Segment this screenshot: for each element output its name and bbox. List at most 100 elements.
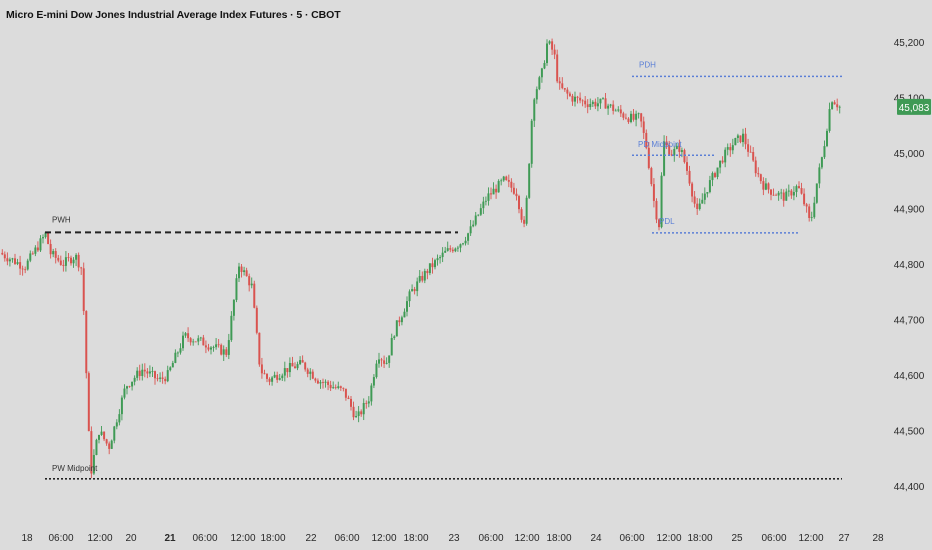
candle-body bbox=[403, 311, 406, 318]
x-tick-label: 20 bbox=[125, 533, 137, 544]
candle-body bbox=[757, 173, 760, 175]
candle-body bbox=[561, 83, 564, 89]
x-tick-label: 25 bbox=[731, 533, 743, 544]
candle-body bbox=[673, 148, 676, 156]
candle-body bbox=[810, 217, 813, 219]
candle-body bbox=[754, 160, 757, 174]
candle-body bbox=[337, 386, 340, 388]
candle-body bbox=[772, 194, 775, 196]
candle-body bbox=[250, 283, 253, 286]
chart-title: Micro E-mini Dow Jones Industrial Averag… bbox=[6, 9, 341, 21]
candle-body bbox=[785, 191, 788, 201]
candle-body bbox=[581, 100, 584, 102]
candle-body bbox=[428, 263, 431, 274]
candle-body bbox=[604, 98, 607, 109]
candle-body bbox=[26, 260, 29, 270]
candle-body bbox=[813, 202, 816, 218]
candle-body bbox=[3, 254, 6, 259]
x-tick-label: 12:00 bbox=[230, 533, 255, 544]
candle-body bbox=[194, 341, 197, 343]
candle-body bbox=[815, 183, 818, 203]
candle-body bbox=[533, 99, 536, 121]
candle-body bbox=[777, 192, 780, 196]
candle-body bbox=[650, 168, 653, 185]
candle-body bbox=[652, 184, 655, 201]
x-tick-label: 12:00 bbox=[798, 533, 823, 544]
candle-body bbox=[787, 190, 790, 192]
candle-body bbox=[113, 426, 116, 441]
candle-body bbox=[655, 200, 658, 220]
candle-body bbox=[803, 193, 806, 205]
candle-body bbox=[334, 387, 337, 389]
candle-body bbox=[31, 253, 34, 255]
candle-body bbox=[339, 386, 342, 388]
candle-body bbox=[260, 364, 263, 374]
candle-body bbox=[614, 110, 617, 112]
candle-body bbox=[818, 167, 821, 184]
candle-body bbox=[294, 366, 296, 369]
candle-body bbox=[579, 97, 582, 101]
candle-body bbox=[240, 266, 243, 273]
candle-body bbox=[820, 157, 823, 168]
candle-body bbox=[736, 135, 739, 138]
x-tick-label: 06:00 bbox=[48, 533, 73, 544]
candle-body bbox=[143, 369, 146, 372]
candle-body bbox=[393, 336, 396, 339]
candle-body bbox=[441, 252, 444, 258]
candle-body bbox=[800, 188, 803, 194]
candle-body bbox=[199, 337, 202, 339]
candle-body bbox=[490, 193, 492, 195]
x-tick-label: 12:00 bbox=[371, 533, 396, 544]
levels-layer: PWH PW Midpoint PDH PD Midpoint PDL bbox=[45, 60, 842, 480]
candle-body bbox=[184, 333, 187, 336]
candle-body bbox=[546, 43, 548, 64]
candle-body bbox=[645, 132, 648, 148]
candle-body bbox=[535, 89, 538, 100]
candle-body bbox=[413, 289, 416, 292]
candle-body bbox=[696, 203, 699, 210]
candle-body bbox=[647, 147, 650, 169]
candle-body bbox=[551, 41, 554, 50]
candle-body bbox=[724, 149, 727, 163]
candle-body bbox=[456, 247, 459, 249]
candle-body bbox=[278, 378, 281, 380]
candle-body bbox=[510, 181, 513, 188]
candle-body bbox=[329, 384, 332, 389]
candle-body bbox=[553, 49, 556, 55]
candle-body bbox=[434, 260, 436, 268]
candle-body bbox=[263, 373, 266, 375]
candle-body bbox=[1, 252, 4, 255]
x-axis: 18 06:00 12:00 20 21 06:00 12:00 18:00 22 06:00 12… bbox=[21, 533, 884, 544]
candle-body bbox=[388, 355, 391, 363]
candle-body bbox=[258, 332, 261, 365]
candle-body bbox=[235, 278, 238, 300]
candle-body bbox=[268, 378, 271, 382]
candle-body bbox=[759, 174, 762, 182]
candle-body bbox=[416, 281, 419, 292]
candle-body bbox=[482, 201, 485, 209]
y-tick-label: 44,800 bbox=[894, 260, 925, 271]
candle-body bbox=[6, 258, 9, 262]
candle-body bbox=[711, 173, 714, 181]
candle-body bbox=[47, 232, 50, 244]
candle-body bbox=[632, 113, 635, 120]
x-tick-label: 12:00 bbox=[656, 533, 681, 544]
candle-body bbox=[375, 363, 378, 378]
candle-body bbox=[350, 398, 352, 407]
candle-body bbox=[77, 254, 80, 268]
candle-body bbox=[42, 237, 44, 239]
candle-body bbox=[556, 54, 559, 82]
candle-body bbox=[67, 257, 70, 259]
candle-body bbox=[370, 385, 373, 402]
candle-body bbox=[207, 347, 210, 350]
candle-body bbox=[189, 338, 192, 343]
candle-body bbox=[701, 199, 704, 204]
candle-body bbox=[469, 226, 472, 234]
candle-body bbox=[686, 162, 688, 171]
x-tick-label: 21 bbox=[164, 533, 176, 544]
candle-body bbox=[780, 192, 783, 194]
candle-body bbox=[670, 154, 673, 156]
candle-body bbox=[204, 345, 207, 348]
candle-body bbox=[619, 109, 622, 114]
